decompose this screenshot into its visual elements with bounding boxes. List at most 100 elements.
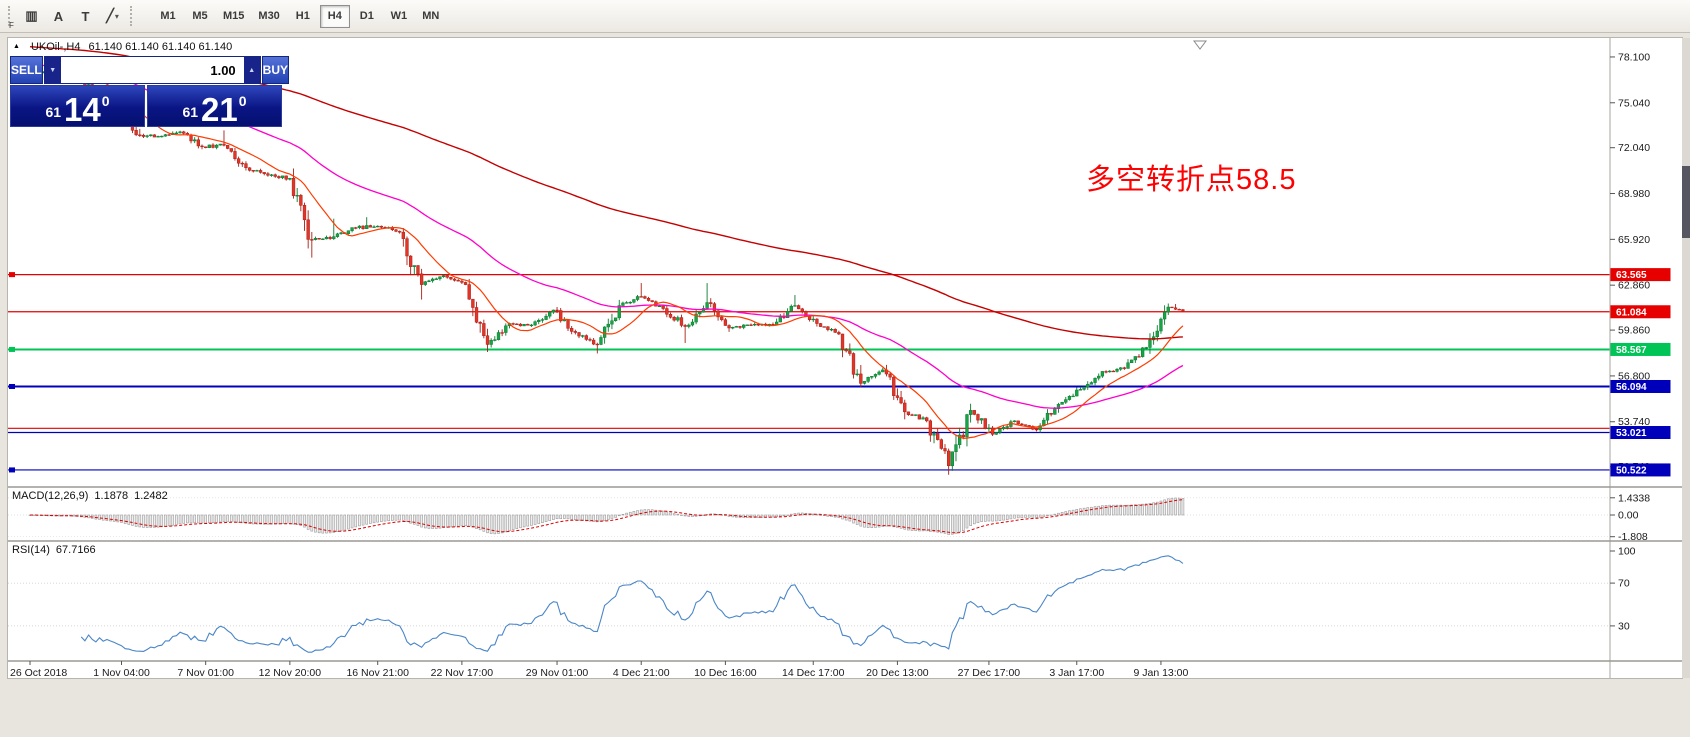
svg-text:26 Oct 2018: 26 Oct 2018: [10, 667, 67, 678]
svg-text:9 Jan 13:00: 9 Jan 13:00: [1133, 667, 1188, 678]
svg-text:78.100: 78.100: [1618, 51, 1650, 63]
chart-canvas[interactable]: 78.100 75.040 72.040 68.980 65.920 62.860 59.8…: [8, 38, 1682, 678]
chart-window: 78.100 75.040 72.040 68.980 65.920 62.860 59.8…: [7, 37, 1683, 679]
svg-text:65.920: 65.920: [1618, 234, 1650, 246]
timeframe-d1-button[interactable]: D1: [352, 5, 382, 28]
svg-text:53.021: 53.021: [1616, 428, 1647, 439]
volume-input[interactable]: [60, 57, 244, 83]
chart-title: ▲ UKOil-,H4 61.140 61.140 61.140 61.140: [13, 41, 232, 53]
rsi-axis: 100 70 30: [1610, 546, 1636, 632]
macd-signal-line: [30, 499, 1183, 534]
text-tool-icon[interactable]: A: [45, 4, 72, 28]
timeframe-m5-button[interactable]: M5: [185, 5, 215, 28]
timeframe-m30-button[interactable]: M30: [252, 5, 285, 28]
label-tool-icon: T: [81, 8, 90, 24]
svg-text:100: 100: [1618, 546, 1636, 558]
scrollbar-thumb[interactable]: [1682, 166, 1690, 238]
time-axis: 26 Oct 2018 1 Nov 04:00 7 Nov 01:00 12 Nov …: [10, 661, 1189, 678]
svg-text:10 Dec 16:00: 10 Dec 16:00: [694, 667, 757, 678]
text-tool-icon: A: [53, 8, 64, 24]
chart-symbol-period: UKOil-,H4: [30, 41, 81, 53]
toolbar: ▥ A T ╱ ▾ F M1 M5 M15 M30 H1 H4 D1 W1 MN: [0, 0, 1690, 33]
quotes-grid-icon: ▥: [25, 8, 38, 23]
macd-histogram: [8, 497, 1610, 538]
svg-text:72.040: 72.040: [1618, 142, 1650, 154]
macd-signal-value: 1.2482: [134, 490, 168, 502]
sell-button[interactable]: SELL: [10, 56, 43, 84]
svg-text:7 Nov 01:00: 7 Nov 01:00: [177, 667, 234, 678]
svg-text:29 Nov 01:00: 29 Nov 01:00: [526, 667, 589, 678]
buy-price-display[interactable]: 61 21 0: [147, 85, 282, 127]
sell-price-int: 61: [45, 104, 62, 120]
svg-text:75.040: 75.040: [1618, 97, 1650, 109]
macd-main-value: 1.1878: [94, 490, 129, 502]
buy-button[interactable]: BUY: [261, 56, 290, 84]
svg-text:59.860: 59.860: [1618, 325, 1650, 337]
drawing-tools-group: ▥ A T ╱ ▾: [18, 4, 126, 28]
f-key-label: F: [9, 21, 14, 30]
timeframe-w1-button[interactable]: W1: [384, 5, 414, 28]
price-badges: 63.565 61.084 58.567 56.094 53.021 50.522: [1610, 268, 1671, 477]
toolbar-grip[interactable]: [8, 6, 14, 26]
svg-text:56.094: 56.094: [1616, 382, 1647, 393]
symbol-marker-icon: ▲: [13, 43, 20, 50]
timeframe-h1-button[interactable]: H1: [288, 5, 318, 28]
svg-text:53.740: 53.740: [1618, 416, 1650, 428]
rsi-panel-layer: [8, 555, 1610, 653]
timeframes-group: M1 M5 M15 M30 H1 H4 D1 W1 MN: [152, 4, 447, 28]
svg-text:16 Nov 21:00: 16 Nov 21:00: [346, 667, 409, 678]
sell-price-display[interactable]: 61 14 0: [10, 85, 145, 127]
volume-decrease-button[interactable]: ▼: [44, 57, 61, 83]
rsi-value: 67.7166: [55, 544, 96, 556]
svg-text:14 Dec 17:00: 14 Dec 17:00: [782, 667, 845, 678]
timeframe-m15-button[interactable]: M15: [217, 5, 250, 28]
annotation-text[interactable]: 多空转折点58.5: [1086, 164, 1297, 196]
svg-text:56.800: 56.800: [1618, 370, 1650, 382]
sell-price-point: 0: [101, 93, 110, 109]
price-axis-background: [1610, 38, 1682, 678]
buy-price-point: 0: [238, 93, 247, 109]
rsi-label: RSI(14) 67.7166: [12, 544, 96, 556]
svg-text:30: 30: [1618, 620, 1630, 632]
rsi-name: RSI(14): [12, 544, 50, 556]
svg-text:3 Jan 17:00: 3 Jan 17:00: [1049, 667, 1104, 678]
candles-layer: [28, 64, 1185, 475]
svg-text:4 Dec 21:00: 4 Dec 21:00: [613, 667, 670, 678]
toolbar-grip[interactable]: [130, 6, 136, 26]
rsi-line: [80, 555, 1184, 653]
svg-text:63.565: 63.565: [1616, 270, 1647, 281]
svg-text:20 Dec 13:00: 20 Dec 13:00: [866, 667, 929, 678]
svg-text:27 Dec 17:00: 27 Dec 17:00: [958, 667, 1021, 678]
shapes-tool-icon: ╱: [106, 8, 114, 23]
timeframe-h4-button[interactable]: H4: [319, 4, 350, 28]
horizontal-lines-layer: [8, 272, 1610, 473]
timeframe-mn-button[interactable]: MN: [416, 5, 446, 28]
chart-ohlc-values: 61.140 61.140 61.140 61.140: [88, 41, 233, 53]
ma-fast-line: [73, 71, 1184, 440]
svg-text:1 Nov 04:00: 1 Nov 04:00: [93, 667, 150, 678]
svg-text:62.860: 62.860: [1618, 280, 1650, 292]
sell-price-pips: 14: [64, 90, 101, 128]
svg-text:70: 70: [1618, 578, 1630, 590]
svg-text:22 Nov 17:00: 22 Nov 17:00: [431, 667, 494, 678]
macd-name: MACD(12,26,9): [12, 490, 89, 502]
buy-price-int: 61: [182, 104, 199, 120]
vertical-scrollbar[interactable]: [1682, 38, 1690, 678]
svg-text:58.567: 58.567: [1616, 345, 1647, 356]
quotes-grid-icon[interactable]: ▥: [18, 4, 45, 28]
volume-control: ▼ ▲: [43, 56, 261, 84]
svg-text:0.00: 0.00: [1618, 510, 1639, 522]
panel-dividers: [8, 486, 1682, 662]
svg-text:50.522: 50.522: [1616, 465, 1647, 476]
label-tool-icon[interactable]: T: [72, 4, 99, 28]
dropdown-arrow-icon: ▾: [114, 11, 119, 21]
chart-shift-marker[interactable]: [1193, 40, 1207, 50]
shapes-tool-icon[interactable]: ╱ ▾: [99, 4, 126, 28]
timeframe-m1-button[interactable]: M1: [153, 5, 183, 28]
volume-increase-button[interactable]: ▲: [243, 57, 260, 83]
macd-axis: 1.4338 0.00 -1.808: [1610, 492, 1650, 543]
buy-price-pips: 21: [201, 90, 238, 128]
svg-text:61.084: 61.084: [1616, 307, 1647, 318]
svg-text:1.4338: 1.4338: [1618, 492, 1650, 504]
